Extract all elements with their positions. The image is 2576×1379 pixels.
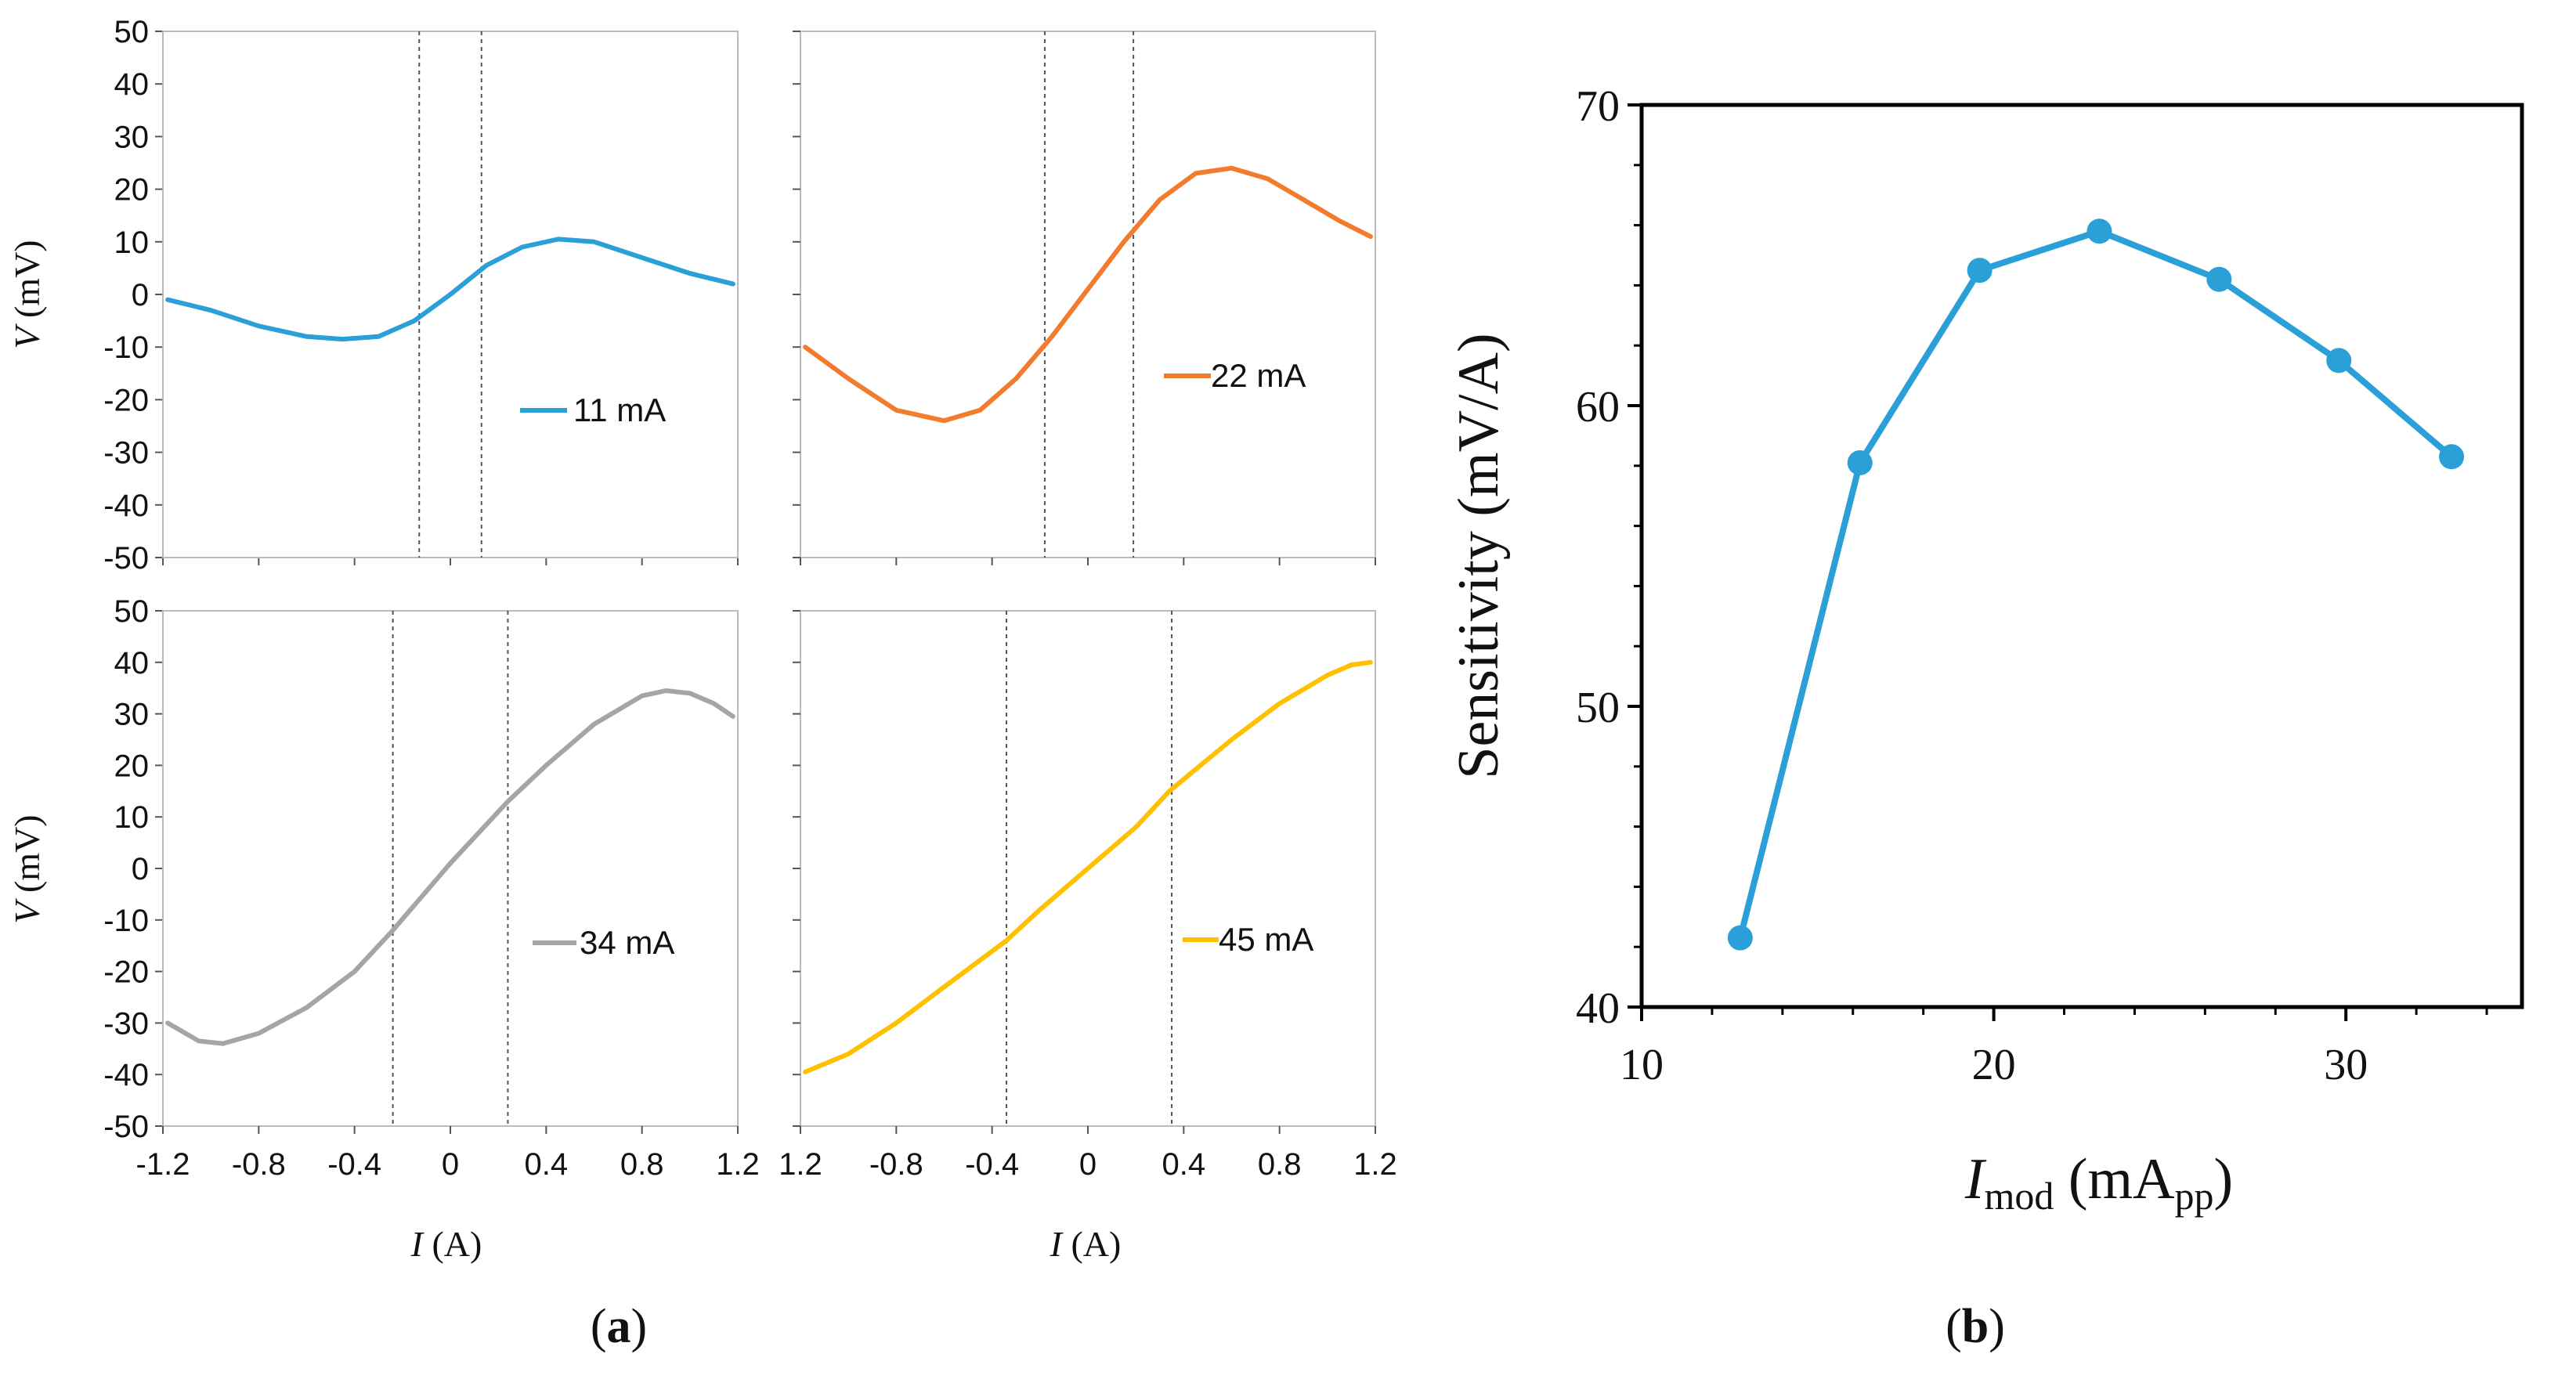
y-tick-label: -10 — [103, 904, 149, 938]
legend-label: 45 mA — [1219, 921, 1313, 958]
x-tick-label: 10 — [1620, 1041, 1664, 1089]
y-tick-label: -40 — [103, 1058, 149, 1092]
x-tick-label: 1.2 — [716, 1147, 760, 1182]
caption-a: (a) — [591, 1300, 647, 1353]
data-point — [1727, 925, 1753, 951]
x-tick-label: 1.2 — [779, 1147, 822, 1182]
x-tick-label: 0.8 — [1258, 1147, 1302, 1182]
plot-frame — [162, 610, 739, 1127]
x-tick-label: 1.2 — [1353, 1147, 1397, 1182]
y-tick-label: 20 — [114, 173, 150, 208]
y-tick-label: -10 — [103, 330, 149, 365]
y-tick-label: -40 — [103, 489, 149, 523]
series-line — [165, 236, 735, 342]
y-tick-label: 0 — [132, 852, 149, 886]
x-tick-label: 0 — [1079, 1147, 1097, 1182]
x-tick-label: -0.8 — [232, 1147, 286, 1182]
y-tick-label: 60 — [1576, 383, 1620, 431]
data-point — [2326, 348, 2352, 374]
x-tick-label: 20 — [1972, 1041, 2016, 1089]
caption-b: (b) — [1946, 1300, 2005, 1353]
y-tick-label: 50 — [114, 594, 150, 629]
y-axis-title: V (mV) — [7, 814, 47, 923]
legend-label: 11 mA — [573, 392, 666, 428]
y-tick-label: -30 — [103, 436, 149, 471]
y-tick-label: -30 — [103, 1006, 149, 1041]
y-tick-label: -20 — [103, 383, 149, 417]
plot-frame — [1639, 103, 2524, 1009]
series-line — [803, 165, 1373, 424]
data-point — [2439, 444, 2465, 470]
y-tick-label: 10 — [114, 800, 150, 835]
y-tick-label: 40 — [1576, 984, 1620, 1033]
y-tick-label: 10 — [114, 226, 150, 260]
y-tick-label: 40 — [114, 67, 150, 102]
y-axis-title: V (mV) — [7, 240, 47, 348]
legend-label: 34 mA — [580, 924, 674, 961]
x-tick-label: 0.4 — [1162, 1147, 1206, 1182]
y-axis-title: Sensitivity (mV/A) — [1447, 333, 1511, 778]
x-tick-label: -0.8 — [869, 1147, 923, 1182]
y-tick-label: -50 — [103, 541, 149, 576]
y-tick-label: 40 — [114, 646, 150, 680]
y-tick-label: 50 — [1576, 684, 1620, 732]
x-axis-title: I (A) — [410, 1224, 482, 1264]
y-tick-label: 50 — [114, 15, 150, 49]
series-line — [803, 659, 1373, 1074]
x-tick-label: 30 — [2324, 1041, 2368, 1089]
panel-a-top-right: 22 mA — [793, 31, 1376, 565]
x-tick-label: 0.4 — [525, 1147, 569, 1182]
panel-a-bottom-right: 1.2 -0.8 -0.4 0 0.4 0.8 1.2 45 mA I (A) — [779, 610, 1397, 1264]
panel-a-bottom-left: 50 40 30 20 10 0 -10 -20 -30 -40 -50 -1.2 -0.8 -0.4 0… — [7, 594, 760, 1264]
x-tick-label: -1.2 — [136, 1147, 190, 1182]
y-tick-label: 70 — [1576, 82, 1620, 131]
x-axis-title: I (A) — [1050, 1224, 1122, 1264]
data-point — [2206, 266, 2232, 292]
data-point — [2086, 218, 2112, 244]
data-point — [1967, 258, 1993, 283]
y-tick-label: 20 — [114, 749, 150, 783]
y-tick-label: -20 — [103, 955, 149, 990]
series-line — [1737, 228, 2454, 939]
y-tick-label: 30 — [114, 120, 150, 154]
data-point — [1847, 449, 1873, 475]
x-tick-label: 0 — [442, 1147, 459, 1182]
panel-a-top-left: 50 40 30 20 10 0 -10 -20 -30 -40 -50 11 mA V (mV) — [7, 15, 739, 576]
x-tick-label: 0.8 — [620, 1147, 664, 1182]
plot-frame — [162, 31, 739, 558]
legend-label: 22 mA — [1211, 357, 1306, 394]
x-axis-title: Imod (mApp) — [1964, 1147, 2233, 1218]
plot-frame — [800, 31, 1376, 558]
y-tick-label: 30 — [114, 698, 150, 732]
y-tick-label: 0 — [132, 278, 149, 312]
series-line — [165, 688, 735, 1046]
y-tick-label: -50 — [103, 1110, 149, 1144]
x-tick-label: -0.4 — [327, 1147, 381, 1182]
x-tick-label: -0.4 — [965, 1147, 1019, 1182]
